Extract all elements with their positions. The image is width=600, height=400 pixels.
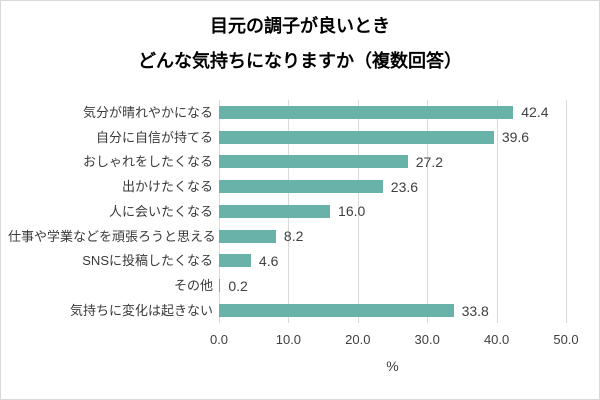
value-label: 33.8	[461, 302, 489, 319]
bar	[219, 229, 276, 243]
chart-title-line2: どんな気持ちになりますか（複数回答）	[138, 51, 462, 71]
bar-row: 27.2	[219, 153, 566, 170]
category-label: 出かけたくなる	[121, 179, 213, 195]
category-label: 気分が晴れやかになる	[82, 104, 213, 120]
bar-row: 16.0	[219, 203, 566, 220]
bar-row: 23.6	[219, 178, 566, 195]
category-label: 仕事や学業などを頑張ろうと思える	[8, 228, 216, 244]
x-axis-title: %	[386, 358, 399, 374]
bar	[219, 105, 514, 119]
bar	[219, 304, 454, 317]
bar-row: 42.4	[219, 104, 566, 121]
bar	[219, 204, 331, 218]
chart-title-line1: 目元の調子が良いとき	[210, 16, 390, 36]
category-label: 人に会いたくなる	[108, 203, 213, 219]
bar	[219, 180, 383, 194]
gridline	[496, 100, 498, 323]
category-label: その他	[173, 278, 213, 294]
x-tick-label: 20.0	[345, 332, 371, 347]
bar	[219, 279, 221, 293]
category-labels: 気分が晴れやかになる自分に自信が持てるおしゃれをしたくなる出かけたくなる人に会い…	[8, 100, 216, 323]
value-label: 23.6	[390, 178, 419, 195]
x-tick-label: 50.0	[553, 332, 579, 347]
value-label: 0.2	[228, 277, 248, 294]
category-label: SNSに投稿したくなる	[82, 253, 213, 269]
value-label: 16.0	[338, 203, 366, 220]
x-tick-label: 0.0	[209, 332, 229, 347]
value-label: 27.2	[415, 153, 444, 170]
bar	[219, 155, 408, 169]
x-axis: 0.0 10.0 20.0 30.0 40.0 50.0	[210, 332, 579, 347]
value-label: 4.6	[258, 252, 279, 269]
bar	[219, 130, 494, 144]
x-tick-label: 30.0	[414, 332, 440, 347]
chart-title: 目元の調子が良いとき どんな気持ちになりますか（複数回答）	[1, 9, 599, 79]
gridline	[427, 100, 429, 323]
gridline	[357, 100, 359, 323]
category-label: 気持ちに変化は起きない	[69, 303, 213, 318]
x-tick-label: 40.0	[483, 332, 510, 347]
bar	[219, 254, 251, 268]
bar-row: 33.8	[219, 302, 566, 319]
gridline	[566, 100, 567, 323]
category-label: 自分に自信が持てる	[95, 129, 213, 145]
category-label: おしゃれをしたくなる	[82, 154, 213, 170]
bar-row: 0.2	[219, 277, 566, 294]
bar-row: 8.2	[219, 228, 566, 245]
value-label: 42.4	[521, 104, 549, 121]
value-label: 8.2	[283, 228, 304, 245]
bar-row: 39.6	[219, 129, 566, 146]
bar-row: 4.6	[219, 252, 566, 269]
value-label: 39.6	[501, 129, 530, 146]
x-tick-label: 10.0	[275, 332, 302, 347]
plot-area: 42.4 39.6 27.2 23.6 16.0 8.2 4.6 0.2 33.8	[219, 100, 567, 323]
